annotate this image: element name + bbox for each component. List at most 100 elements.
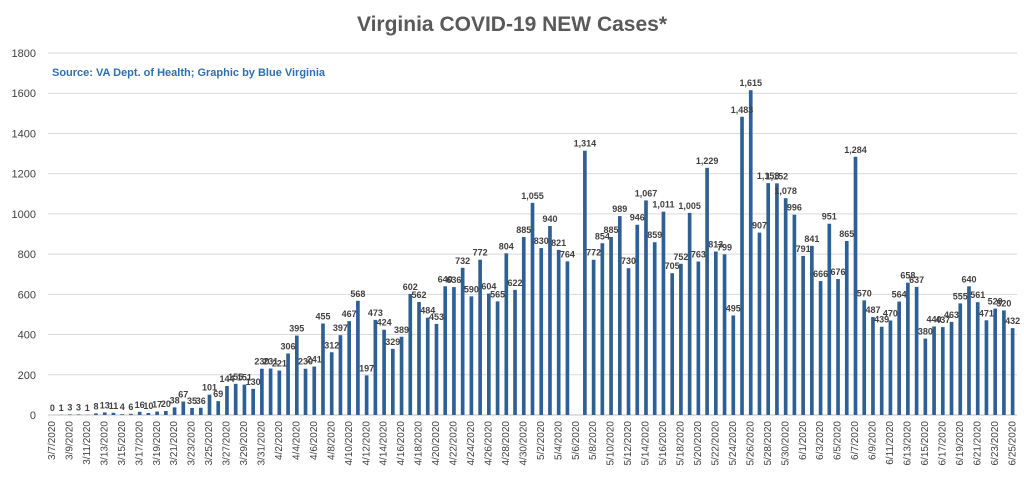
bar: [173, 407, 177, 415]
x-tick-label: 4/12/2020: [361, 421, 372, 466]
data-label: 732: [455, 256, 470, 266]
bar: [443, 286, 447, 415]
bar: [513, 290, 517, 415]
bar: [731, 315, 735, 415]
bar: [147, 413, 151, 415]
data-label: 730: [621, 256, 636, 266]
data-label: 380: [918, 327, 933, 337]
data-label: 221: [272, 359, 287, 369]
data-label: 1,615: [739, 78, 762, 88]
x-tick-label: 5/8/2020: [588, 421, 599, 460]
data-label: 6: [128, 402, 133, 412]
data-label: 555: [953, 291, 968, 301]
x-tick-label: 3/25/2020: [204, 421, 215, 466]
bar: [627, 268, 631, 415]
bar: [941, 327, 945, 415]
data-label: 306: [281, 341, 296, 351]
x-tick-label: 4/30/2020: [518, 421, 529, 466]
x-tick-label: 5/10/2020: [606, 421, 617, 466]
data-label: 130: [246, 377, 261, 387]
bar: [880, 327, 884, 415]
bar: [758, 233, 762, 415]
data-label: 36: [196, 396, 206, 406]
y-tick-label: 0: [30, 410, 36, 422]
data-label: 764: [560, 249, 575, 259]
x-tick-label: 6/7/2020: [850, 421, 861, 460]
data-label: 241: [307, 355, 322, 365]
bar: [784, 198, 788, 415]
x-tick-label: 4/24/2020: [466, 421, 477, 466]
y-tick-label: 200: [18, 370, 36, 382]
data-label: 561: [970, 290, 985, 300]
x-tick-label: 3/11/2020: [82, 421, 93, 465]
y-tick-label: 600: [18, 289, 36, 301]
bar: [417, 302, 421, 415]
bar: [260, 369, 264, 415]
bar: [967, 286, 971, 415]
bar: [216, 401, 220, 415]
data-label: 4: [120, 402, 125, 412]
bars: [59, 90, 1014, 415]
bar: [269, 369, 273, 415]
bar: [836, 279, 840, 415]
data-label: 1,005: [678, 201, 701, 211]
bar: [714, 251, 718, 415]
data-label: 1,483: [731, 105, 754, 115]
y-tick-label: 400: [18, 330, 36, 342]
x-tick-label: 4/2/2020: [274, 421, 285, 460]
x-tick-label: 6/3/2020: [815, 421, 826, 460]
x-tick-label: 5/16/2020: [658, 421, 669, 466]
bar: [496, 301, 500, 415]
bar: [77, 414, 81, 415]
data-label: 562: [411, 290, 426, 300]
bar: [487, 294, 491, 415]
bar: [775, 183, 779, 415]
data-label: 69: [213, 389, 223, 399]
x-tick-label: 6/17/2020: [937, 421, 948, 466]
x-tick-label: 3/15/2020: [117, 421, 128, 466]
bar: [697, 262, 701, 415]
data-label: 907: [752, 221, 767, 231]
bar: [889, 320, 893, 415]
data-label: 455: [315, 311, 330, 321]
data-label: 946: [630, 213, 645, 223]
bar: [190, 408, 194, 415]
x-tick-label: 5/30/2020: [780, 421, 791, 466]
x-tick-label: 3/19/2020: [152, 421, 163, 466]
chart-title: Virginia COVID-19 NEW Cases*: [357, 13, 668, 36]
x-tick-label: 5/24/2020: [728, 421, 739, 466]
data-label: 471: [979, 308, 994, 318]
bar: [827, 224, 831, 415]
data-label: 996: [787, 203, 802, 213]
bar: [112, 413, 116, 415]
bar: [181, 402, 185, 415]
bar: [993, 309, 997, 415]
x-tick-label: 6/1/2020: [798, 421, 809, 460]
data-label: 859: [647, 230, 662, 240]
x-tick-label: 4/22/2020: [449, 421, 460, 466]
x-tick-label: 6/13/2020: [903, 421, 914, 466]
data-label: 865: [839, 229, 854, 239]
x-tick-label: 6/5/2020: [833, 421, 844, 460]
x-tick-label: 4/14/2020: [379, 421, 390, 466]
x-tick-label: 3/31/2020: [257, 421, 268, 466]
data-label: 1,284: [844, 145, 867, 155]
x-tick-label: 4/6/2020: [309, 421, 320, 460]
bar: [129, 414, 133, 415]
data-label: 424: [377, 318, 392, 328]
bar: [138, 412, 142, 415]
bar: [321, 323, 325, 415]
data-label: 329: [385, 337, 400, 347]
data-label: 1: [59, 403, 64, 413]
bar: [766, 183, 770, 415]
x-tick-label: 3/7/2020: [47, 421, 58, 460]
data-label: 8: [94, 401, 99, 411]
data-label: 637: [909, 275, 924, 285]
y-tick-label: 1000: [12, 209, 36, 221]
x-tick-label: 5/28/2020: [763, 421, 774, 466]
bar: [653, 242, 657, 415]
bar: [854, 157, 858, 415]
